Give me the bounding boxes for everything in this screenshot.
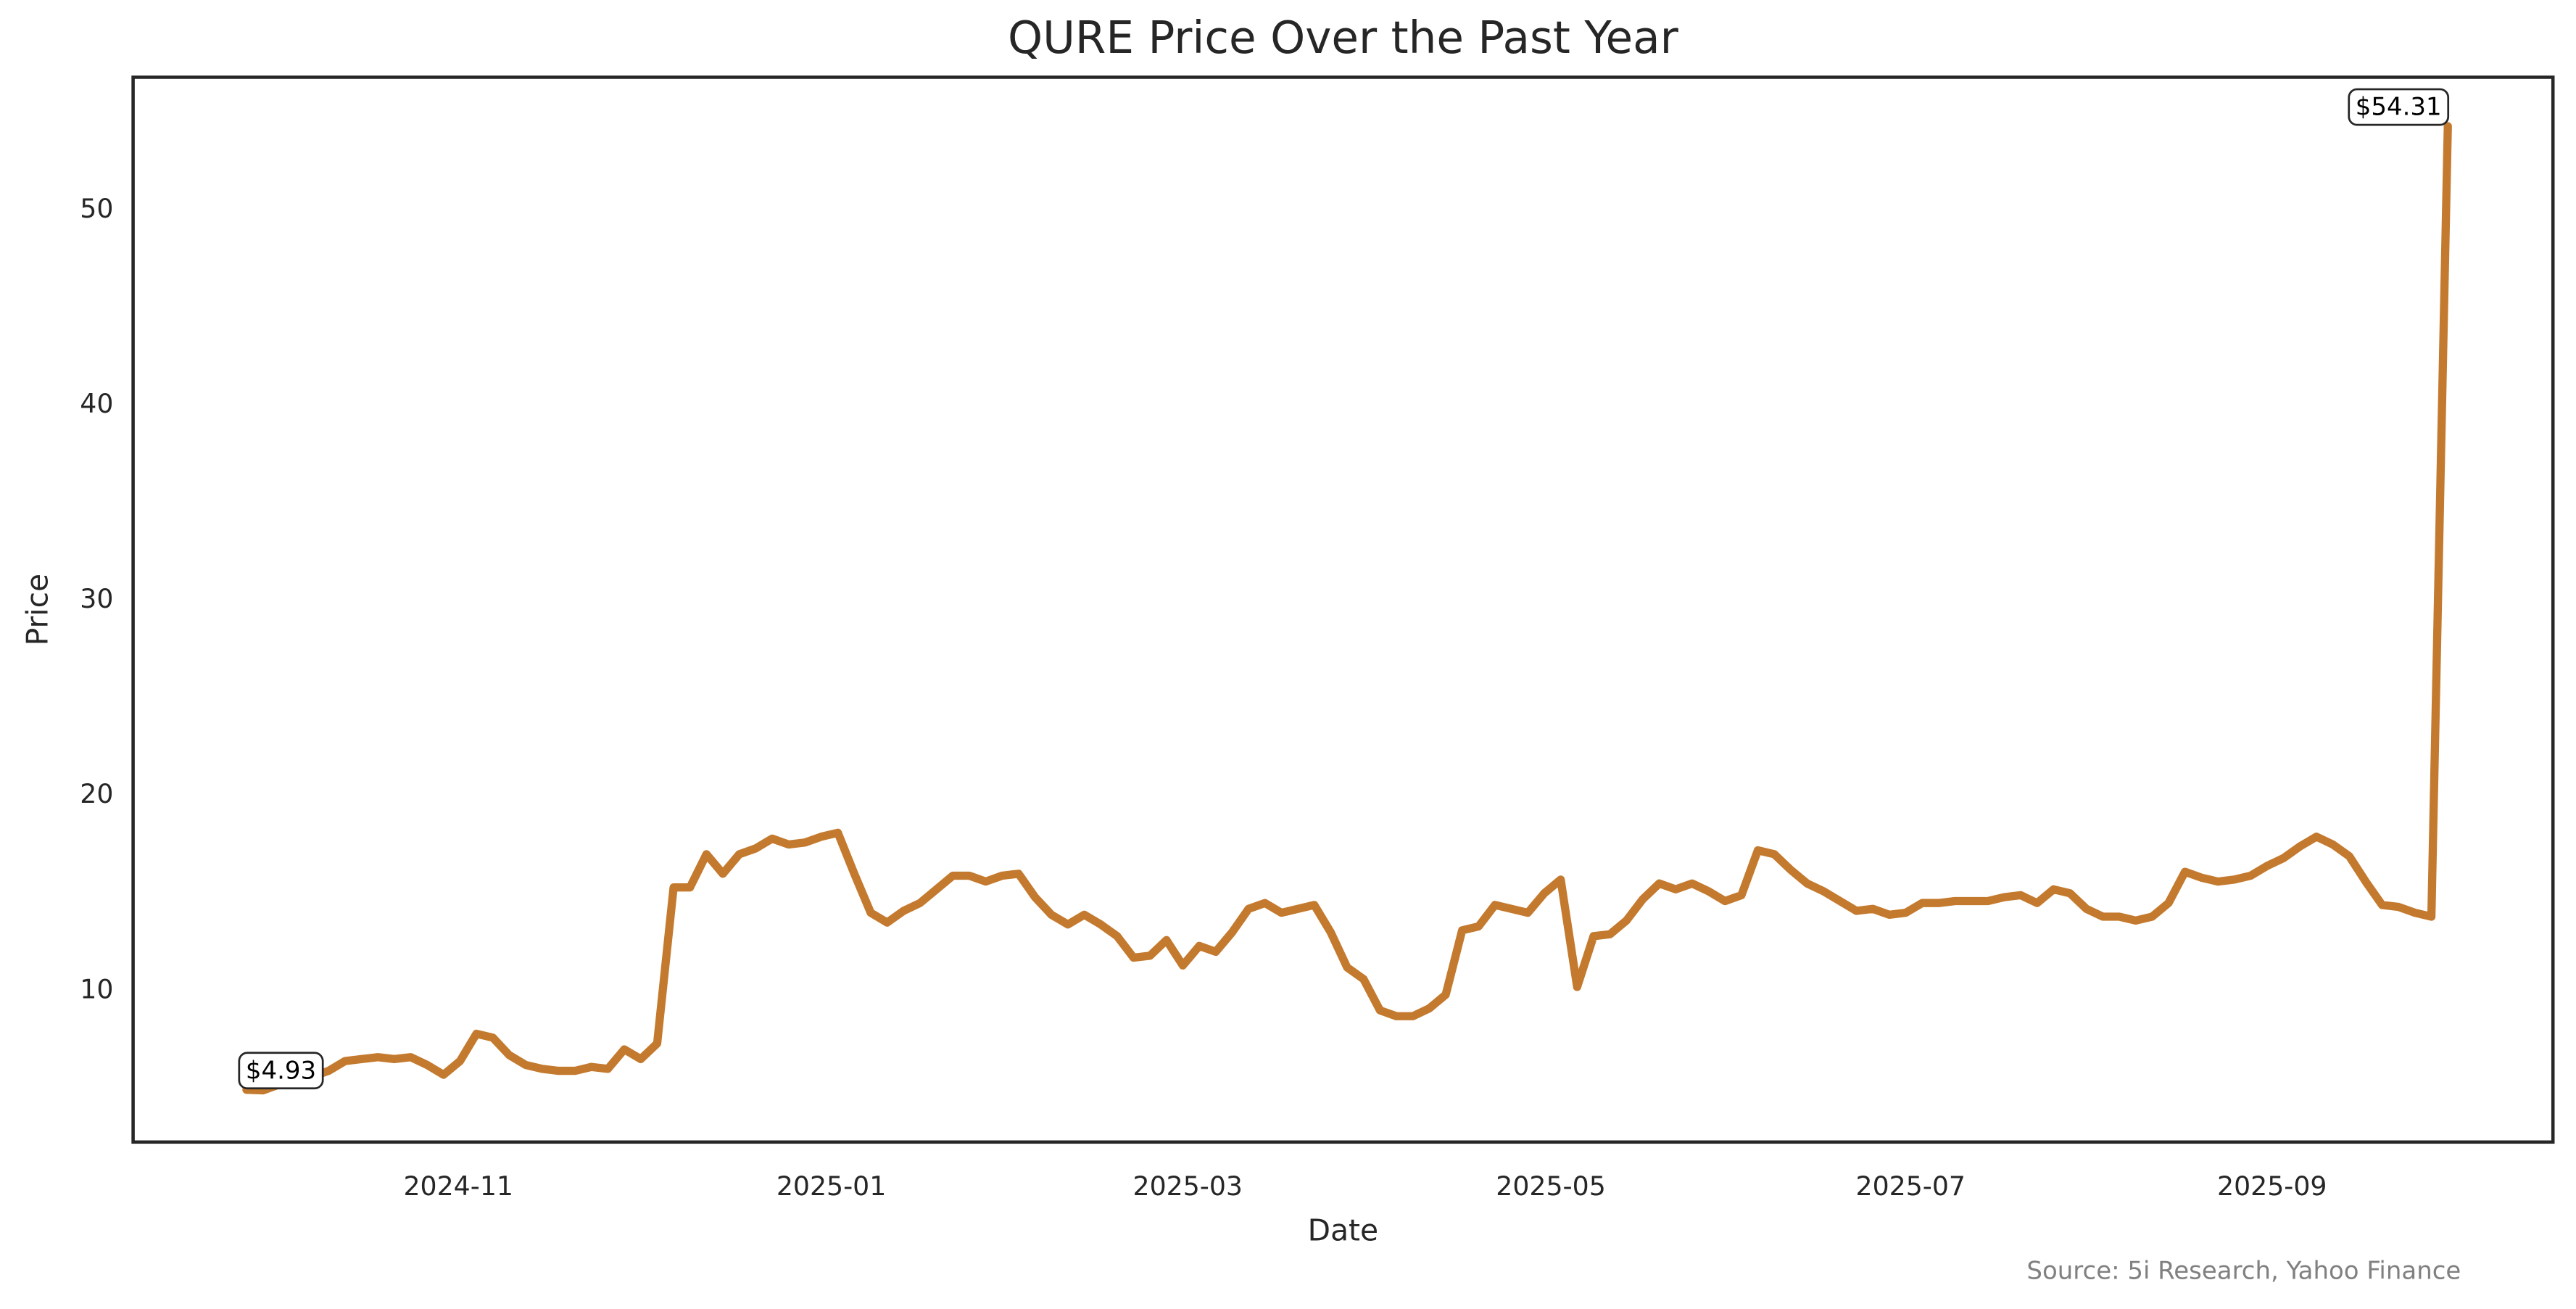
y-tick-label: 50 bbox=[80, 193, 113, 224]
value-annotation: $54.31 bbox=[2348, 88, 2450, 126]
x-tick-label: 2025-01 bbox=[776, 1170, 886, 1202]
x-tick-label: 2024-11 bbox=[403, 1170, 513, 1202]
x-tick-label: 2025-07 bbox=[1856, 1170, 1966, 1202]
x-axis-label: Date bbox=[1308, 1213, 1378, 1247]
value-annotation: $4.93 bbox=[238, 1052, 324, 1090]
annotation-label: $4.93 bbox=[246, 1056, 316, 1085]
x-tick-label: 2025-03 bbox=[1133, 1170, 1243, 1202]
source-note: Source: 5i Research, Yahoo Finance bbox=[2026, 1256, 2461, 1285]
y-tick-label: 10 bbox=[80, 973, 113, 1004]
annotation-box bbox=[238, 1052, 324, 1090]
x-tick-label: 2025-09 bbox=[2217, 1170, 2327, 1202]
y-tick-label: 20 bbox=[80, 778, 113, 809]
annotation-label: $54.31 bbox=[2356, 93, 2442, 122]
chart-title: QURE Price Over the Past Year bbox=[1008, 12, 1679, 64]
plot-frame bbox=[131, 75, 2555, 1144]
annotation-box bbox=[2348, 88, 2450, 126]
x-tick-label: 2025-05 bbox=[1496, 1170, 1605, 1202]
y-tick-label: 40 bbox=[80, 388, 113, 419]
price-line bbox=[242, 122, 2452, 1095]
y-tick-label: 30 bbox=[80, 583, 113, 614]
y-axis-label: Price bbox=[20, 574, 54, 645]
